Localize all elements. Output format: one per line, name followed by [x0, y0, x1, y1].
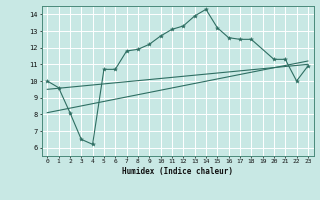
X-axis label: Humidex (Indice chaleur): Humidex (Indice chaleur): [122, 167, 233, 176]
